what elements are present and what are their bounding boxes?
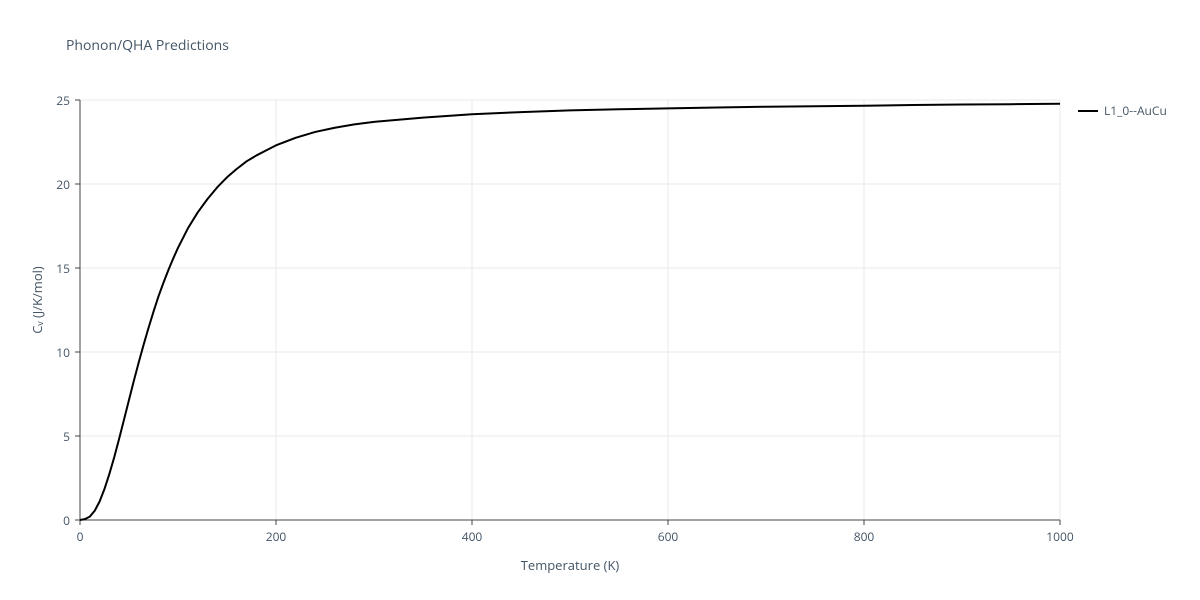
y-tick-label: 20 — [40, 176, 70, 193]
legend-line — [1078, 110, 1098, 112]
x-tick-label: 400 — [452, 528, 492, 545]
series-line[interactable] — [80, 104, 1060, 520]
y-tick-label: 25 — [40, 92, 70, 109]
y-tick-label: 0 — [40, 512, 70, 529]
x-tick-label: 200 — [256, 528, 296, 545]
chart-container: { "chart": { "type": "line", "title": "P… — [0, 0, 1200, 600]
x-tick-label: 0 — [60, 528, 100, 545]
x-tick-label: 800 — [844, 528, 884, 545]
x-tick-label: 1000 — [1040, 528, 1080, 545]
x-tick-label: 600 — [648, 528, 688, 545]
y-tick-label: 10 — [40, 344, 70, 361]
legend: L1_0--AuCu — [1078, 102, 1167, 119]
y-tick-label: 5 — [40, 428, 70, 445]
y-tick-label: 15 — [40, 260, 70, 277]
legend-series-label: L1_0--AuCu — [1104, 102, 1167, 119]
plot-svg — [0, 0, 1200, 600]
